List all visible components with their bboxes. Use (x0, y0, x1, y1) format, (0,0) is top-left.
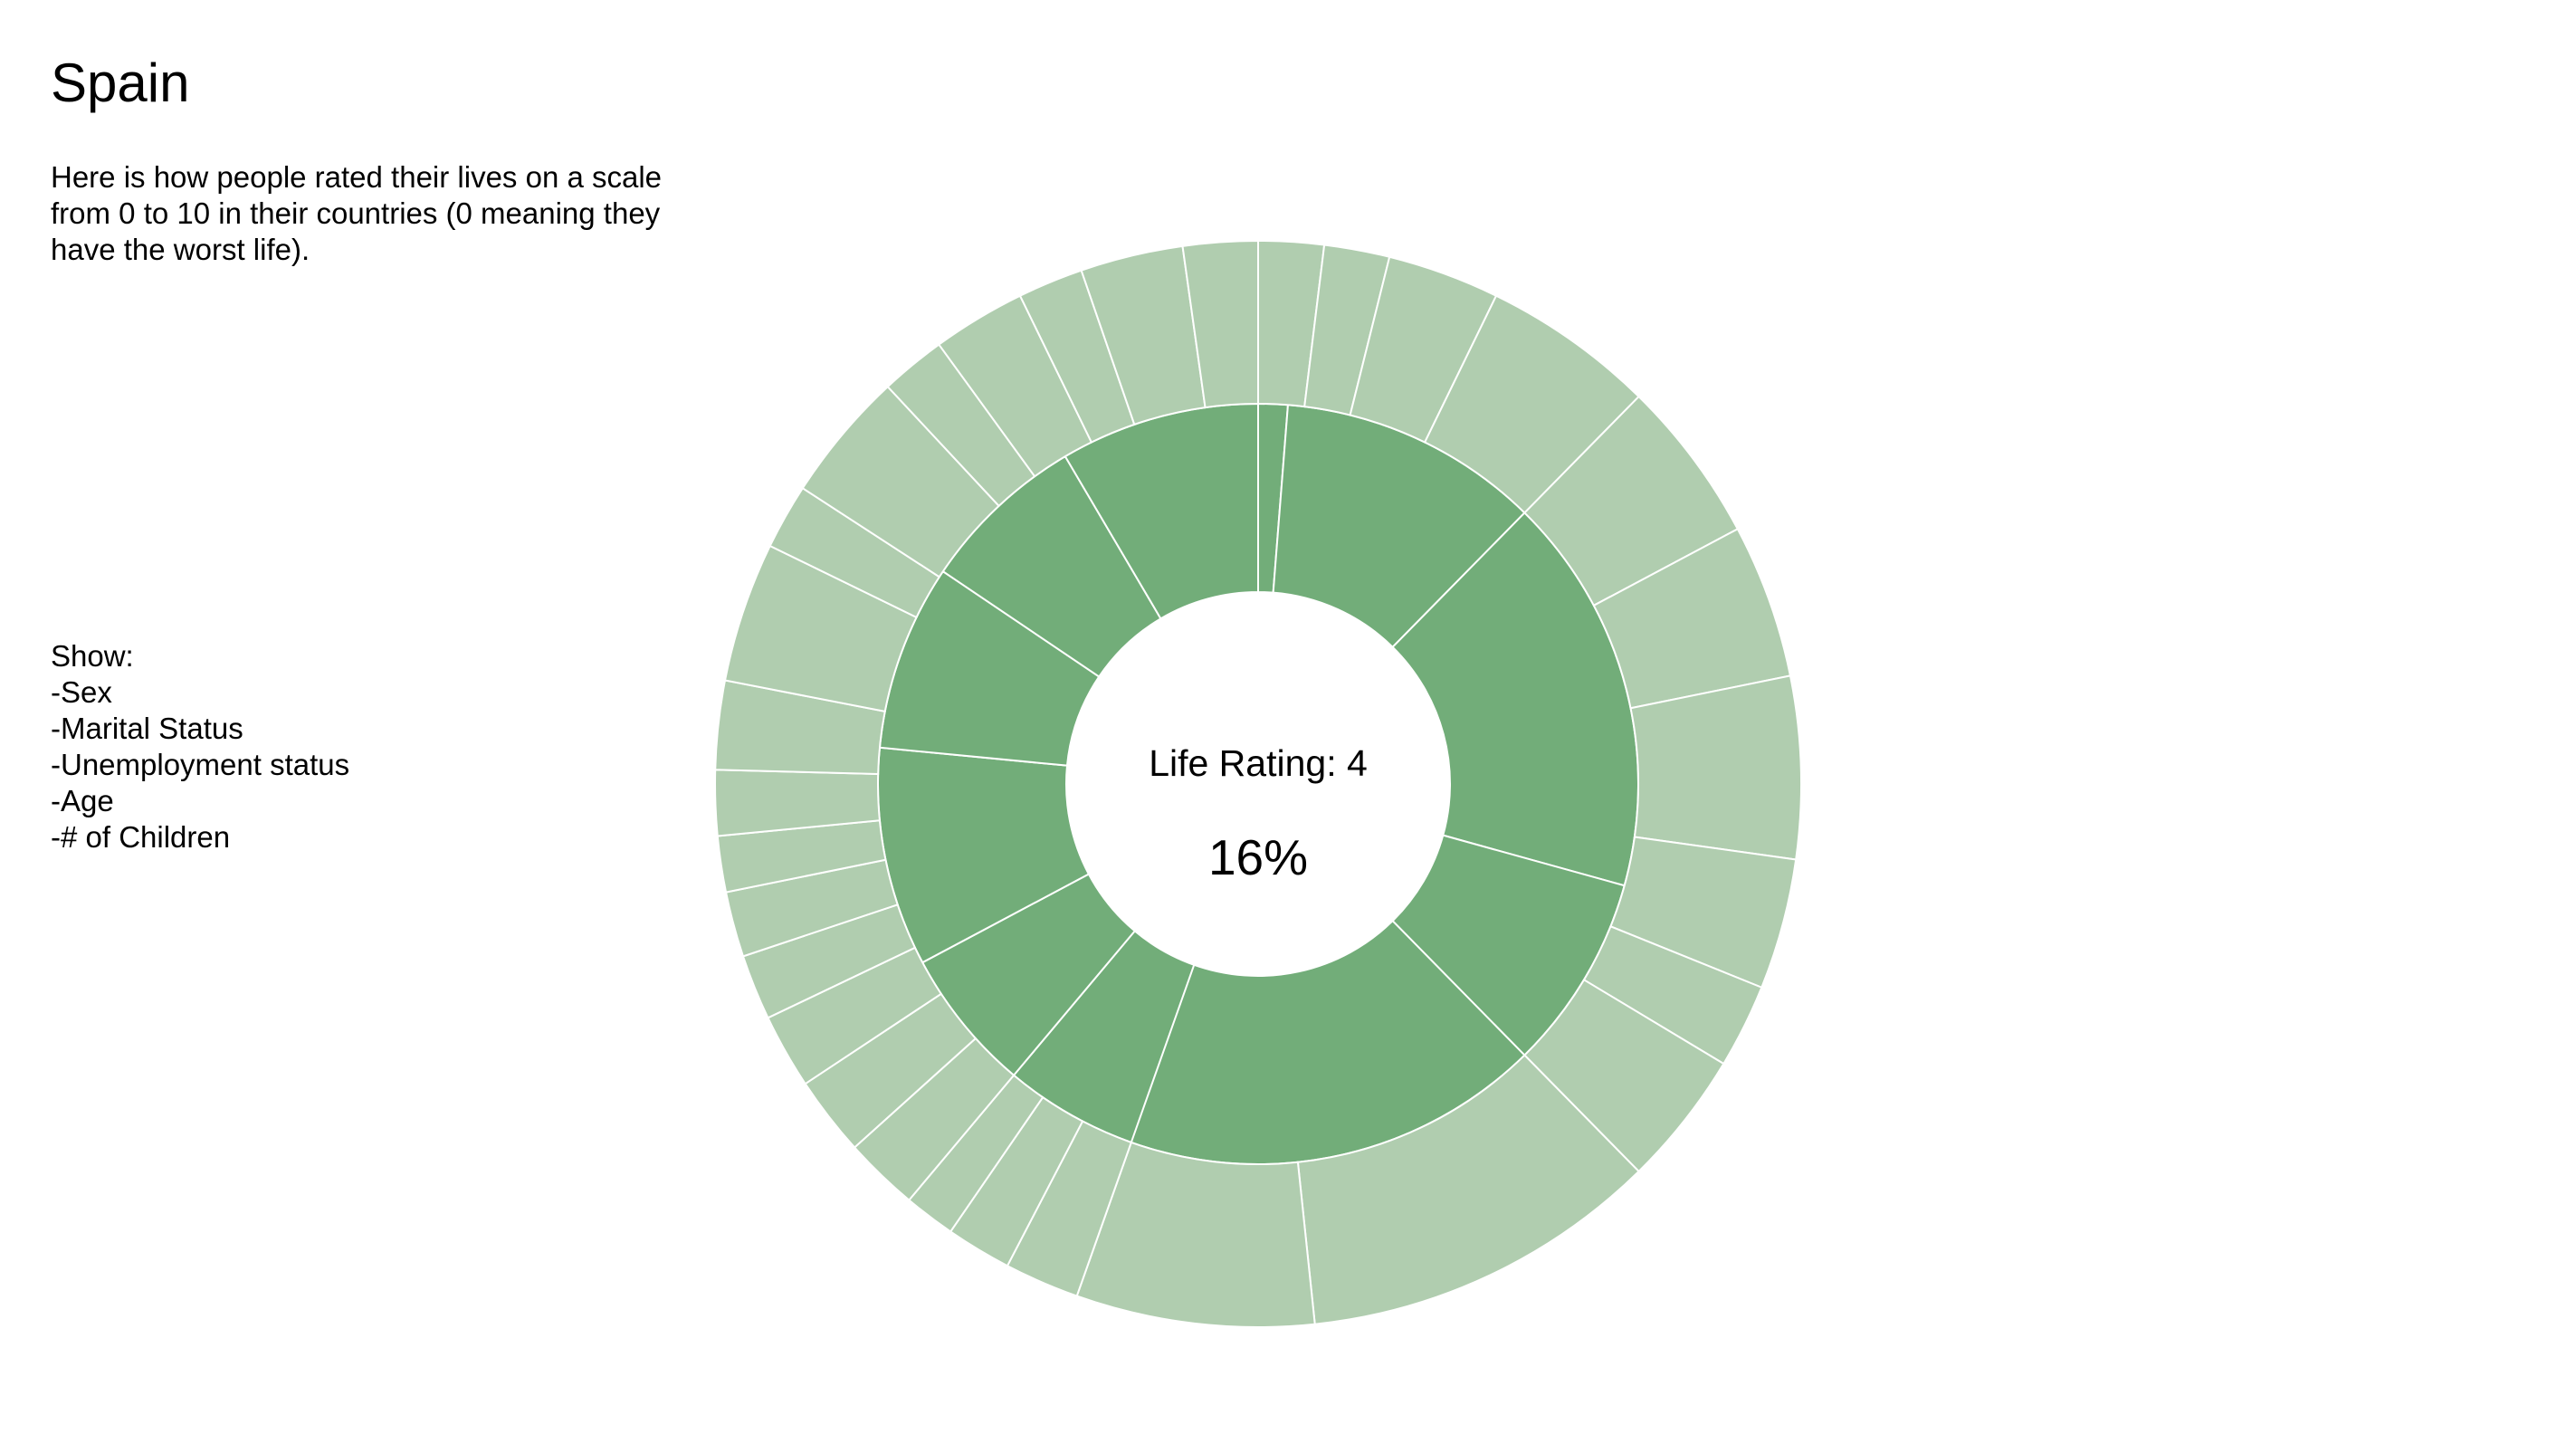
inner-ring (877, 402, 1639, 1165)
center-hole (1066, 592, 1450, 976)
show-option-marital-status[interactable]: -Marital Status (51, 712, 243, 745)
page-title: Spain (51, 53, 190, 113)
outer-segment-31[interactable] (1181, 239, 1259, 409)
show-options-panel: Show: -Sex -Marital Status -Unemployment… (51, 638, 349, 856)
show-option-unemployment-status[interactable]: -Unemployment status (51, 748, 350, 781)
show-heading: Show: (51, 639, 134, 673)
chart-description: Here is how people rated their lives on … (51, 160, 663, 266)
show-option-age[interactable]: -Age (51, 784, 114, 817)
center-value: 16% (1208, 829, 1308, 885)
outer-segment-7[interactable] (1629, 674, 1802, 861)
show-option-sex[interactable]: -Sex (51, 675, 112, 709)
center-label: Life Rating: 4 (1149, 742, 1368, 784)
outer-ring (714, 239, 1802, 1328)
show-option-children[interactable]: -# of Children (51, 820, 231, 854)
